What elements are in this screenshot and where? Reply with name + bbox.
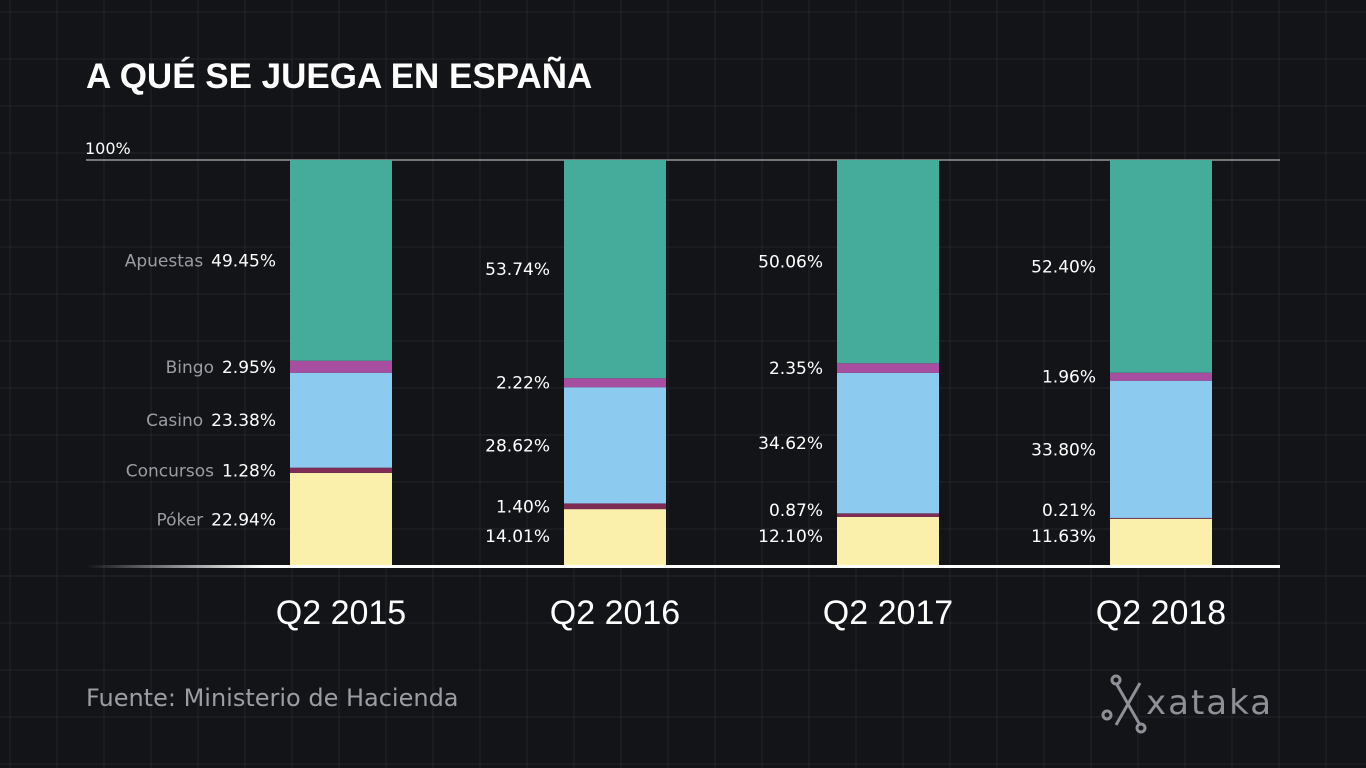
- bar-segment-bingo-1: [290, 360, 392, 373]
- bar-segment-casino-3: [837, 372, 939, 514]
- bar-segment-concursos-2: [564, 503, 666, 510]
- bars-group: [290, 160, 1212, 566]
- bar-segment-bingo-3: [837, 363, 939, 373]
- x-tick-1: Q2 2015: [276, 594, 406, 632]
- value-label-apuestas-3: 50.06%: [758, 253, 823, 273]
- value-label-casino-3: 34.62%: [758, 434, 823, 454]
- bar-segment-apuestas-3: [837, 160, 939, 364]
- value-label-bingo-3: 2.35%: [769, 359, 823, 379]
- bar-segment-concursos-1: [290, 467, 392, 473]
- x-axis-baseline: [86, 565, 1280, 568]
- x-tick-4: Q2 2018: [1096, 594, 1226, 632]
- bar-segment-apuestas-2: [564, 160, 666, 379]
- bar-segment-póker-2: [564, 509, 666, 566]
- value-label-casino-1: 23.38%: [211, 411, 276, 431]
- value-label-concursos-2: 1.40%: [496, 497, 550, 517]
- category-label-póker: Póker: [156, 510, 203, 530]
- value-label-póker-4: 11.63%: [1031, 527, 1096, 547]
- value-label-póker-3: 12.10%: [758, 527, 823, 547]
- xataka-logo-text: xataka: [1146, 683, 1273, 723]
- bar-segment-apuestas-1: [290, 160, 392, 361]
- bar-segment-casino-2: [564, 387, 666, 504]
- bar-segment-póker-1: [290, 472, 392, 566]
- bar-segment-póker-4: [1110, 518, 1212, 566]
- bar-segment-apuestas-4: [1110, 160, 1212, 373]
- x-tick-3: Q2 2017: [823, 594, 953, 632]
- value-label-póker-1: 22.94%: [211, 510, 276, 530]
- bar-segment-bingo-2: [564, 378, 666, 388]
- bar-segment-bingo-4: [1110, 372, 1212, 381]
- bar-segment-póker-3: [837, 516, 939, 566]
- value-label-bingo-2: 2.22%: [496, 374, 550, 394]
- value-label-concursos-4: 0.21%: [1042, 501, 1096, 521]
- value-label-bingo-1: 2.95%: [222, 358, 276, 378]
- value-label-concursos-3: 0.87%: [769, 501, 823, 521]
- value-label-casino-2: 28.62%: [485, 436, 550, 456]
- value-label-apuestas-2: 53.74%: [485, 260, 550, 280]
- value-label-póker-2: 14.01%: [485, 527, 550, 547]
- x-tick-labels: Q2 2015 Q2 2016 Q2 2017 Q2 2018: [276, 594, 1226, 632]
- xataka-logo: xataka: [1101, 674, 1273, 734]
- value-label-apuestas-1: 49.45%: [211, 251, 276, 271]
- bar-segment-concursos-3: [837, 513, 939, 517]
- value-labels-group: 22.94% Póker 1.28% Concursos 23.38% Casino 2.9…: [125, 251, 1096, 547]
- category-label-casino: Casino: [146, 411, 203, 431]
- bar-segment-casino-1: [290, 372, 392, 468]
- source-note: Fuente: Ministerio de Hacienda: [86, 684, 459, 712]
- value-label-concursos-1: 1.28%: [222, 461, 276, 481]
- bar-segment-concursos-4: [1110, 517, 1212, 519]
- x-tick-2: Q2 2016: [550, 594, 680, 632]
- category-label-bingo: Bingo: [166, 358, 214, 378]
- value-label-bingo-4: 1.96%: [1042, 368, 1096, 388]
- bar-segment-casino-4: [1110, 380, 1212, 518]
- category-label-apuestas: Apuestas: [125, 251, 204, 271]
- chart-title: A QUÉ SE JUEGA EN ESPAÑA: [86, 56, 592, 96]
- xataka-logo-mark-icon: [1101, 674, 1147, 734]
- y-max-label: 100%: [85, 139, 131, 158]
- value-label-apuestas-4: 52.40%: [1031, 257, 1096, 277]
- value-label-casino-4: 33.80%: [1031, 440, 1096, 460]
- category-label-concursos: Concursos: [126, 461, 214, 481]
